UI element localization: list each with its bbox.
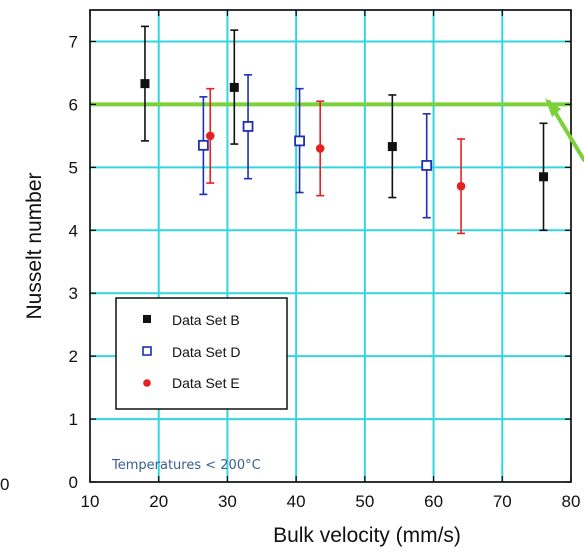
annotation-arrow-head — [545, 98, 561, 117]
legend-marker-data-set-e — [143, 379, 151, 387]
series-0 — [140, 25, 549, 232]
data-point-series-2-point-2 — [456, 181, 466, 191]
y-tick-label-4: 4 — [69, 221, 78, 240]
x-tick-labels: 10 20 30 40 50 60 70 80 — [81, 492, 581, 511]
data-point-series-1-point-3 — [421, 160, 433, 171]
legend-label-data-set-b: Data Set B — [172, 312, 240, 328]
y-tick-label-5: 5 — [69, 158, 78, 177]
data-point-series-0-point-1 — [229, 82, 239, 92]
y-tick-labels: 0 1 2 3 4 5 6 7 — [69, 32, 78, 492]
legend-marker-data-set-d — [142, 346, 152, 356]
y-tick-label-0: 0 — [69, 473, 78, 492]
series-2 — [205, 87, 466, 235]
legend-label-data-set-e: Data Set E — [172, 375, 240, 391]
data-point-series-1-point-2 — [294, 135, 305, 147]
data-point-series-0-point-2 — [387, 142, 397, 152]
tick-mark-layer — [89, 10, 572, 483]
y-tick-label-7: 7 — [69, 32, 78, 51]
annotation-arrow — [545, 98, 584, 162]
data-layer — [140, 25, 549, 235]
x-tick-label-60: 60 — [424, 492, 443, 511]
x-tick-label-30: 30 — [218, 492, 237, 511]
plot-frame — [89, 9, 572, 483]
data-point-series-1-point-1 — [242, 121, 254, 132]
series-1 — [197, 74, 433, 219]
y-tick-label-3: 3 — [69, 284, 78, 303]
x-tick-label-40: 40 — [287, 492, 306, 511]
x-tick-label-20: 20 — [149, 492, 168, 511]
legend-marker-data-set-b — [143, 315, 151, 323]
y-axis-label: Nusselt number — [23, 172, 46, 319]
data-point-series-2-point-0 — [205, 131, 215, 141]
x-tick-label-50: 50 — [355, 492, 374, 511]
data-point-series-0-point-3 — [539, 172, 549, 182]
x-axis-label: Bulk velocity (mm/s) — [273, 524, 461, 547]
legend-label-data-set-d: Data Set D — [172, 344, 240, 360]
x-tick-label-80: 80 — [562, 492, 581, 511]
temperature-annotation: Temperatures < 200°C — [111, 458, 261, 473]
left-crop-label: 0 — [0, 475, 9, 494]
data-point-series-0-point-0 — [140, 79, 150, 89]
legend: Data Set B Data Set D Data Set E — [115, 297, 288, 410]
y-tick-label-6: 6 — [69, 95, 78, 114]
data-point-series-2-point-1 — [315, 144, 325, 153]
x-tick-label-10: 10 — [81, 492, 100, 511]
x-tick-label-70: 70 — [493, 492, 512, 511]
y-tick-label-2: 2 — [69, 347, 78, 366]
grid-layer — [90, 10, 571, 482]
y-tick-label-1: 1 — [69, 410, 78, 429]
data-point-series-1-point-0 — [197, 139, 209, 151]
